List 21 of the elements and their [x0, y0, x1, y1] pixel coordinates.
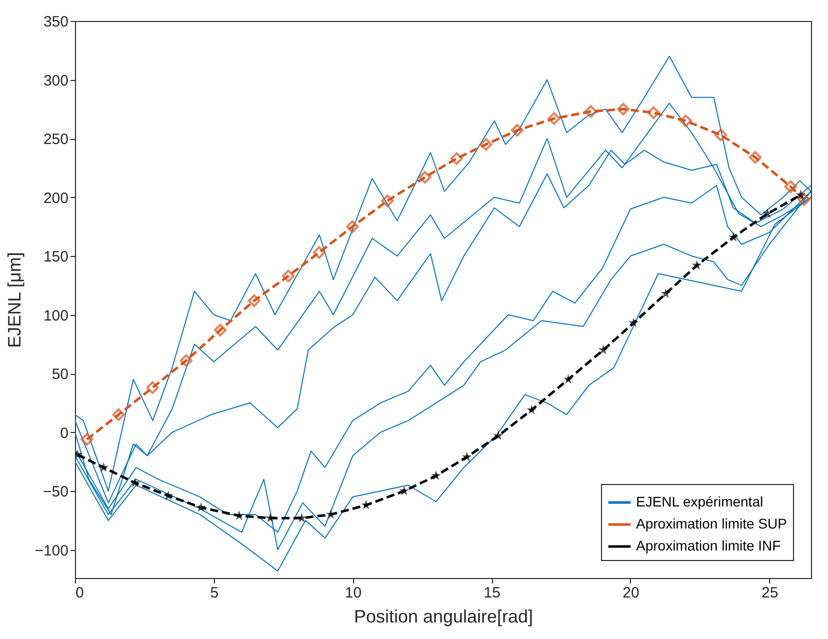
x-tick-label: 20: [622, 584, 640, 602]
x-tick-label: 0: [76, 584, 84, 602]
x-tick-label: 15: [484, 584, 500, 602]
y-tick-label: −100: [34, 542, 68, 560]
legend-label: Aproximation limite SUP: [636, 516, 787, 532]
y-tick-label: 200: [43, 190, 68, 207]
x-axis-title: Position angulaire[rad]: [354, 606, 534, 626]
y-axis-title: EJENL [μm]: [4, 252, 25, 348]
y-tick-label: 150: [43, 248, 68, 266]
legend-label: EJENL expérimental: [636, 494, 764, 510]
y-tick-label: 250: [43, 131, 68, 148]
x-tick-label: 25: [761, 584, 778, 602]
x-tick-label: 5: [210, 584, 219, 602]
y-tick-label: 0: [60, 424, 68, 442]
legend-label: Aproximation limite INF: [636, 538, 781, 554]
y-tick-label: 350: [43, 14, 68, 30]
y-tick-label: 100: [43, 307, 68, 324]
y-tick-label: 300: [43, 72, 68, 90]
y-tick-label: 50: [52, 366, 68, 384]
x-tick-label: 10: [344, 584, 362, 602]
y-tick-label: −50: [43, 484, 68, 501]
